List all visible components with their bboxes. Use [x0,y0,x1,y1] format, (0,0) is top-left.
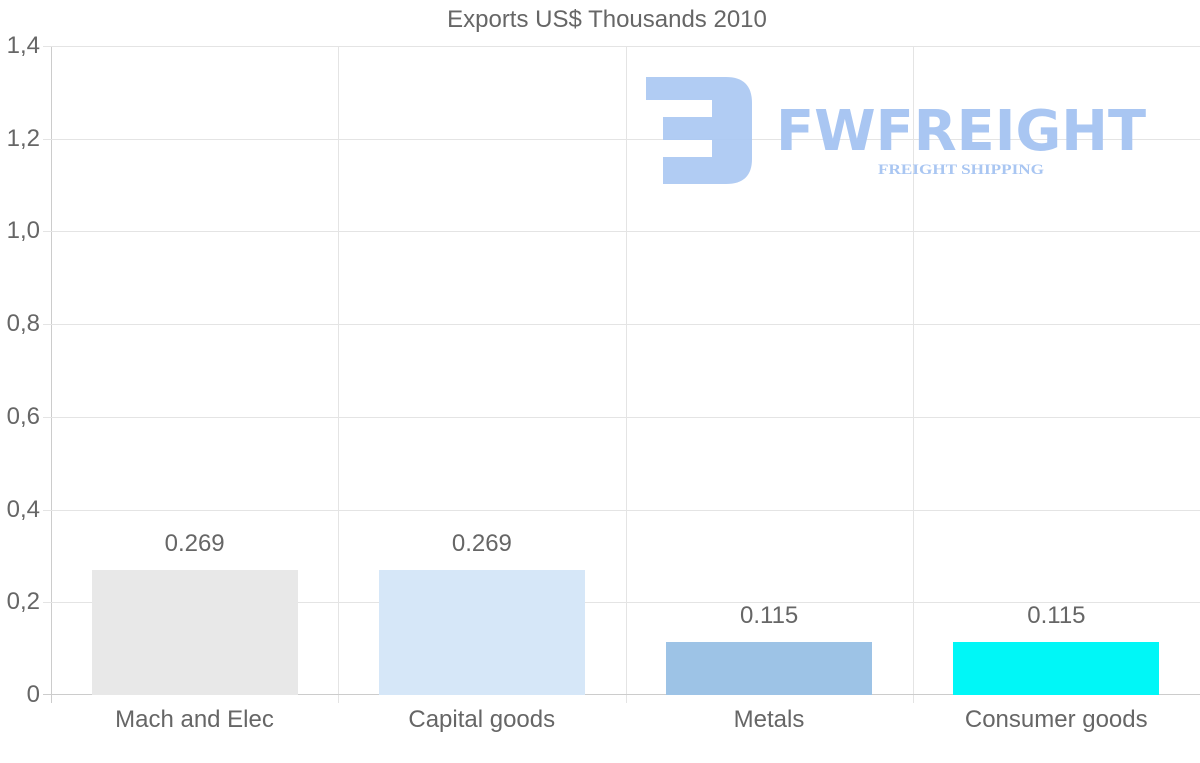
grid-line-horizontal [43,138,1200,140]
data-label: 0.269 [451,530,512,558]
bar-mach-and-elec[interactable] [91,570,298,695]
y-tick-label: 1,4 [6,32,40,59]
bar-consumer-goods[interactable] [953,641,1160,695]
plot-area: 0.269 0.269 0.115 0.115 [43,46,1200,703]
y-tick-label: 0,8 [6,310,40,338]
brand-name: FWFREIGHT [776,99,1146,164]
chart-title: Exports US$ Thousands 2010 [447,6,767,33]
bar-capital-goods[interactable] [378,570,585,695]
y-axis-line [51,46,52,703]
data-label: 0.115 [739,601,799,629]
x-axis-line [43,694,1200,695]
grid-line-horizontal [43,46,1200,47]
data-label: 0.269 [164,530,225,558]
grid-line-vertical [338,46,340,703]
grid-line-horizontal [43,324,1200,326]
x-tick-label: Capital goods [408,706,556,733]
y-tick-label: 0,6 [6,402,40,430]
bar-metals[interactable] [666,641,873,695]
logo-mark-icon [646,77,752,184]
y-tick-label: 1,0 [6,217,40,245]
y-tick-label: 1,2 [6,124,40,152]
grid-line-horizontal [43,231,1200,233]
fwfreight-logo-watermark: FWFREIGHT FREIGHT SHIPPING [646,77,1146,184]
brand-tagline: FREIGHT SHIPPING [878,162,1044,178]
grid-line-horizontal [43,602,1200,604]
y-tick-label: 0 [26,681,40,708]
x-tick-label: Metals [733,706,805,733]
grid-line-vertical [912,46,914,703]
x-tick-label: Mach and Elec [115,706,274,733]
grid-line-horizontal [43,509,1200,511]
data-label: 0.115 [1027,601,1086,629]
y-tick-label: 0,2 [6,588,40,616]
y-tick-label: 0,4 [6,495,40,523]
grid-line-vertical [625,46,627,703]
x-tick-label: Consumer goods [964,706,1148,733]
grid-line-horizontal [43,416,1200,418]
